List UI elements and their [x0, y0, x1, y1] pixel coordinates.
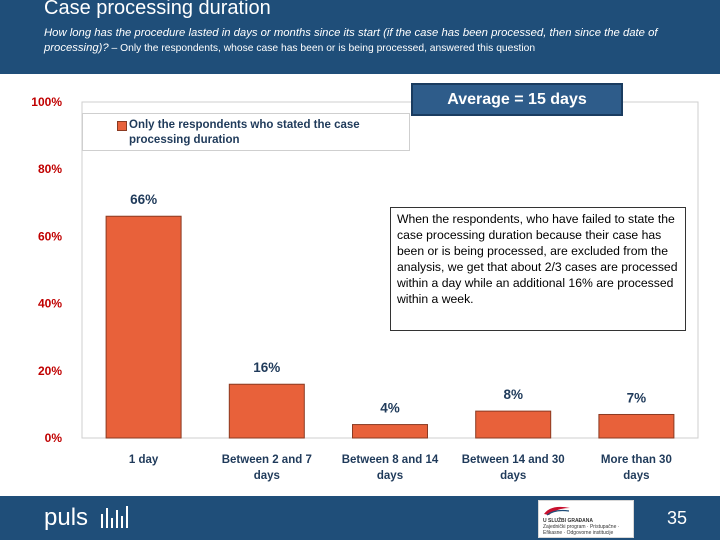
question-note: – Only the respondents, whose case has b…	[108, 43, 536, 54]
bar-4	[598, 413, 675, 439]
category-label-2: Between 8 and 14 days	[342, 454, 439, 482]
legend-swatch	[117, 121, 127, 131]
bar-1	[228, 383, 305, 439]
question-text: How long has the procedure lasted in day…	[44, 26, 712, 56]
page-number: 35	[666, 508, 688, 528]
bar-signal-icon	[99, 506, 135, 528]
average-callout: Average = 15 days	[411, 83, 623, 116]
bar-3	[475, 410, 552, 439]
y-tick-label: 60%	[38, 229, 62, 243]
partner-logo: U SLUŽBI GRAĐANA Zajednički program · Pri…	[538, 500, 634, 538]
brand-logo: puls	[44, 504, 89, 531]
data-label-2: 4%	[380, 401, 400, 416]
data-label-1: 16%	[253, 360, 280, 375]
data-label-3: 8%	[503, 387, 523, 402]
bar-0	[105, 215, 182, 439]
data-label-0: 66%	[130, 192, 157, 207]
partner-mark-icon	[544, 506, 570, 516]
question-main: How long has the procedure lasted in day…	[44, 27, 658, 54]
y-tick-label: 80%	[38, 162, 62, 176]
slide-title: Case processing duration	[44, 0, 271, 19]
legend-label: Only the respondents who stated the case…	[129, 119, 360, 146]
category-label-3: Between 14 and 30 days	[462, 454, 565, 482]
annotation-box: When the respondents, who have failed to…	[390, 207, 686, 331]
category-label-4: More than 30 days	[601, 454, 672, 482]
y-tick-label: 100%	[31, 95, 62, 109]
y-tick-label: 40%	[38, 297, 62, 311]
y-tick-label: 20%	[38, 364, 62, 378]
category-label-0: 1 day	[129, 454, 159, 466]
category-label-1: Between 2 and 7 days	[222, 454, 312, 482]
partner-name: U SLUŽBI GRAĐANA	[543, 518, 593, 524]
partner-text: U SLUŽBI GRAĐANA Zajednički program · Pri…	[543, 518, 631, 536]
header-bar: Case processing duration How long has th…	[0, 0, 720, 74]
y-tick-label: 0%	[45, 431, 63, 445]
chart-legend: Only the respondents who stated the case…	[82, 113, 410, 151]
bar-2	[352, 424, 428, 439]
partner-subtext: Zajednički program · Pristupačne · Efika…	[543, 524, 620, 536]
data-label-4: 7%	[627, 390, 647, 405]
